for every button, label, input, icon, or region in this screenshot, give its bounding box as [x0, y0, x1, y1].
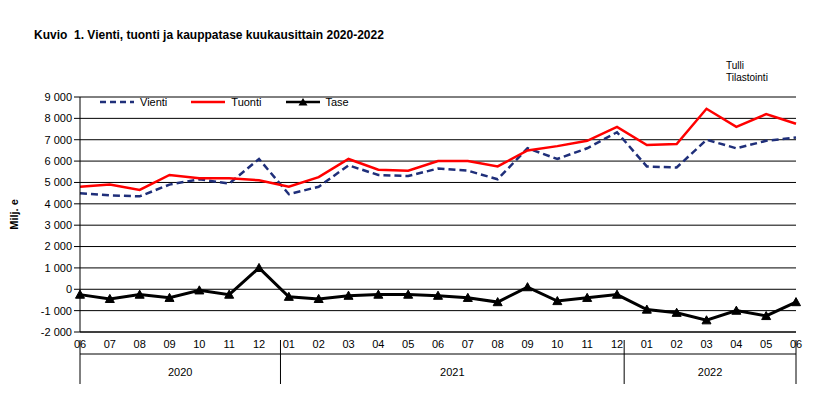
svg-text:05: 05	[402, 338, 414, 350]
svg-text:01: 01	[641, 338, 653, 350]
svg-text:05: 05	[760, 338, 772, 350]
svg-text:06: 06	[73, 337, 87, 350]
html-text:Tuonti: Tuonti	[231, 96, 262, 108]
svg-text:2022: 2022	[698, 366, 722, 378]
svg-text:08: 08	[492, 338, 504, 350]
svg-text:06: 06	[789, 337, 803, 350]
html-text:Tase: Tase	[325, 96, 349, 108]
svg-text:-1 000: -1 000	[41, 305, 72, 317]
svg-text:07: 07	[462, 338, 474, 350]
svg-text:6 000: 6 000	[44, 155, 72, 167]
svg-text:4 000: 4 000	[44, 198, 72, 210]
svg-text:0: 0	[66, 283, 72, 295]
svg-text:03: 03	[342, 338, 354, 350]
html-text:Tilastointi: Tilastointi	[726, 72, 768, 83]
svg-text:02: 02	[313, 338, 325, 350]
svg-text:7 000: 7 000	[44, 134, 72, 146]
svg-text:5 000: 5 000	[44, 176, 72, 188]
svg-text:-2 000: -2 000	[41, 326, 72, 338]
svg-text:2020: 2020	[168, 366, 192, 378]
svg-text:08: 08	[134, 338, 146, 350]
svg-text:9 000: 9 000	[44, 91, 72, 103]
svg-text:3 000: 3 000	[44, 219, 72, 231]
svg-text:11: 11	[223, 338, 234, 350]
svg-text:Milj. e: Milj. e	[8, 199, 20, 230]
svg-text:09: 09	[521, 338, 533, 350]
svg-text:2 000: 2 000	[44, 240, 72, 252]
html-text:Tulli: Tulli	[726, 60, 744, 71]
svg-text:11: 11	[581, 338, 592, 350]
svg-text:03: 03	[700, 338, 712, 350]
svg-text:2021: 2021	[440, 366, 464, 378]
svg-text:09: 09	[163, 338, 175, 350]
html-text:Vienti: Vienti	[140, 96, 168, 108]
svg-text:10: 10	[551, 338, 563, 350]
svg-text:12: 12	[253, 338, 265, 350]
svg-text:07: 07	[104, 338, 116, 350]
html-text:Kuvio 1. Vienti, tuonti ja kau: Kuvio 1. Vienti, tuonti ja kauppatase ku…	[34, 28, 384, 42]
svg-text:02: 02	[671, 338, 683, 350]
svg-text:10: 10	[193, 338, 205, 350]
svg-text:04: 04	[372, 338, 384, 350]
svg-text:12: 12	[611, 338, 623, 350]
svg-text:01: 01	[283, 338, 295, 350]
svg-text:8 000: 8 000	[44, 112, 72, 124]
svg-text:04: 04	[730, 338, 742, 350]
svg-text:1 000: 1 000	[44, 262, 72, 274]
svg-text:06: 06	[432, 338, 444, 350]
